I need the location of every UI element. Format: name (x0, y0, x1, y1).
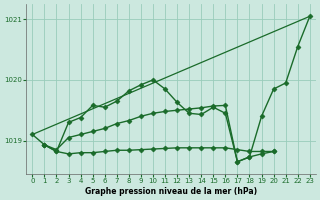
X-axis label: Graphe pression niveau de la mer (hPa): Graphe pression niveau de la mer (hPa) (85, 187, 257, 196)
